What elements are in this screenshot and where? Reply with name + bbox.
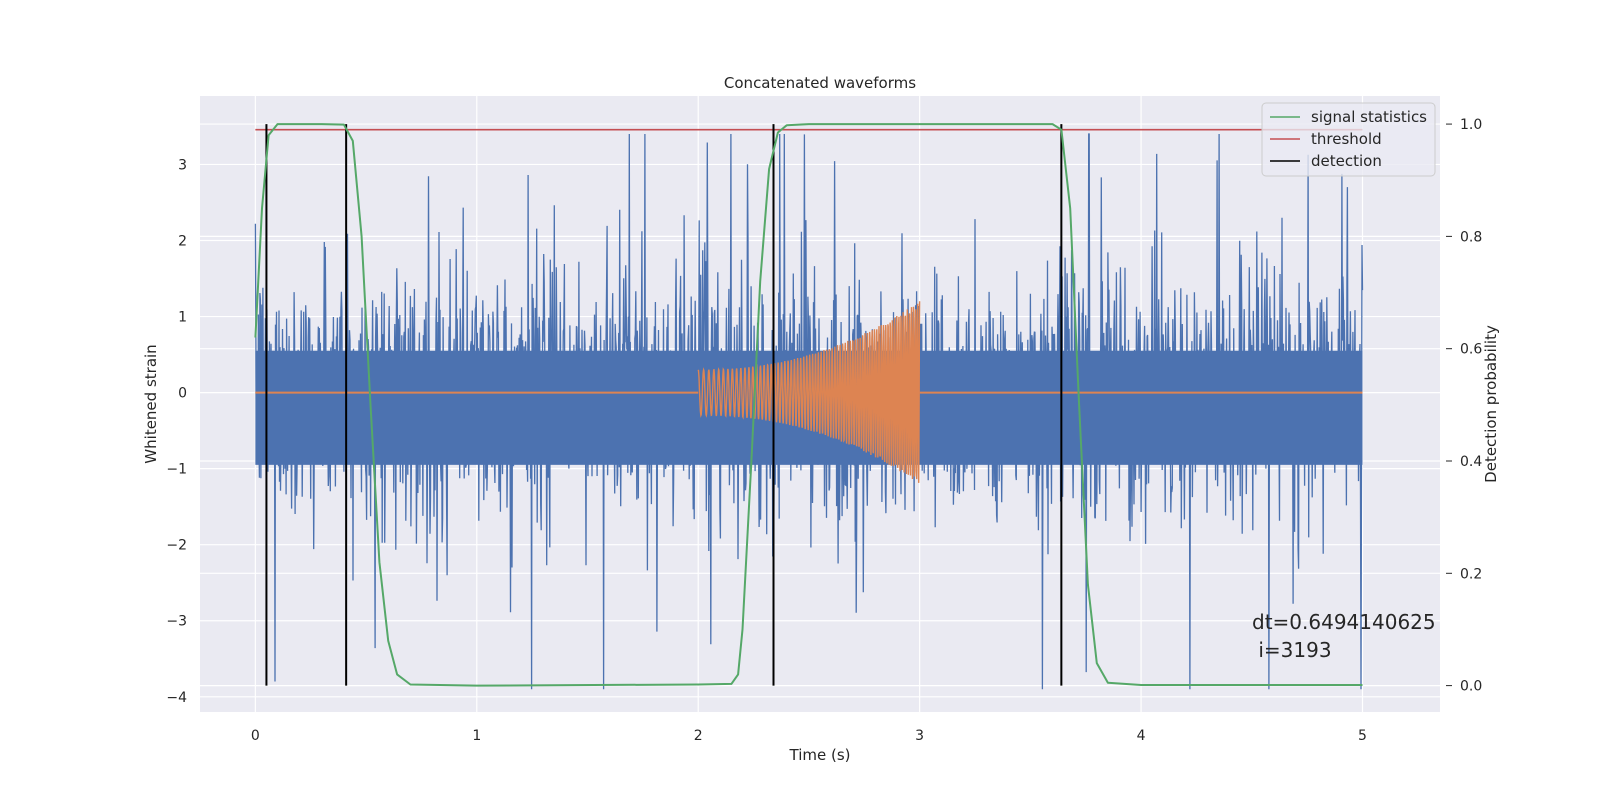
x-tick-label: 2 [694,728,703,744]
y2-axis-label: Detection probability [1482,325,1500,483]
series-chirp-signal [255,301,1363,483]
legend-label-detection: detection [1311,152,1382,170]
y-axis-ticks: −4 −3 −2 −1 0 1 2 3 [166,157,187,705]
y-axis-label: Whitened strain [142,344,160,463]
signal-statistics-line [254,123,1363,687]
legend-label-signal-statistics: signal statistics [1311,108,1427,126]
x-axis-label: Time (s) [789,746,851,764]
legend-frame [1261,102,1436,177]
legend-label-threshold: threshold [1311,130,1382,148]
y-tick-label: 1 [178,310,187,326]
y2-axis-ticks: 0.0 0.2 0.4 0.6 0.8 1.0 [1446,117,1482,695]
series-signal-statistics [254,123,1363,687]
chirp-line [697,301,921,483]
x-tick-label: 0 [251,728,260,744]
y2-tick-label: 0.2 [1460,566,1482,582]
x-tick-label: 1 [472,728,481,744]
y2-tick-label: 0.6 [1460,342,1482,358]
series-detection [265,124,1063,686]
y2-tick-label: 1.0 [1460,117,1482,133]
x-tick-label: 4 [1137,728,1146,744]
annotation-dt: dt=0.6494140625 [1252,610,1436,634]
y-tick-label: 0 [178,386,187,402]
y-tick-label: −2 [166,538,187,554]
x-tick-label: 3 [915,728,924,744]
legend: signal statistics threshold detection [1261,102,1436,177]
x-tick-label: 5 [1358,728,1367,744]
y-tick-label: 2 [178,233,187,249]
y-tick-label: −3 [166,614,187,630]
y2-tick-label: 0.8 [1460,229,1482,245]
annotation-index: i=3193 [1252,638,1332,662]
y-tick-label: −4 [166,690,187,706]
y2-tick-label: 0.4 [1460,454,1482,470]
y-tick-label: 3 [178,157,187,173]
y2-tick-label: 0.0 [1460,679,1482,695]
y-tick-label: −1 [166,462,187,478]
x-axis-ticks: 0 1 2 3 4 5 [251,728,1367,744]
chart-title: Concatenated waveforms [724,74,916,92]
